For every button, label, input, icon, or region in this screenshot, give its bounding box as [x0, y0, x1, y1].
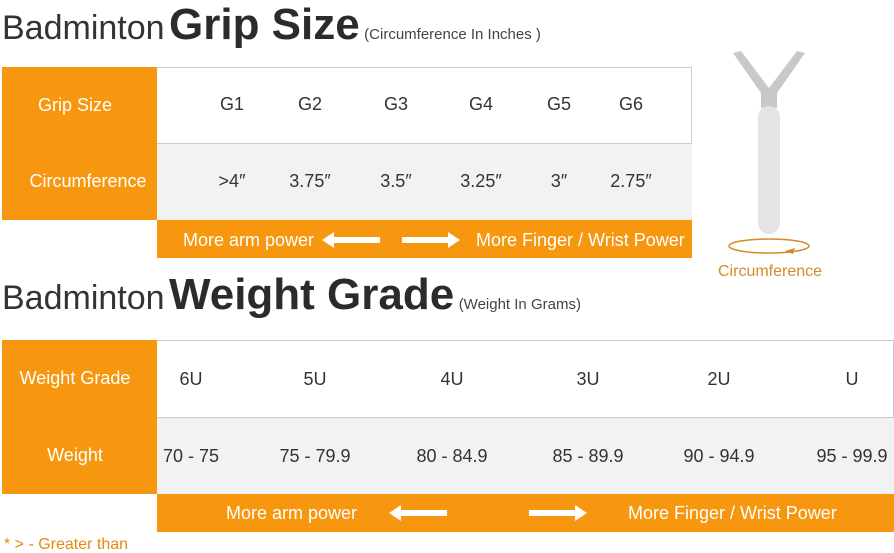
grip-header-column — [2, 67, 157, 220]
grip-size-cell: G3 — [383, 94, 409, 114]
arrow-left-icon — [389, 505, 447, 521]
footnote: * > - Greater than — [4, 536, 129, 553]
weight-power-bar: More arm power More Finger / Wrist Power — [157, 494, 894, 532]
row-header-circumference: Circumference — [29, 171, 147, 191]
title-light: Badminton — [2, 279, 165, 317]
weight-header-column — [2, 340, 157, 494]
grip-power-bar: More arm power More Finger / Wrist Power — [157, 220, 692, 258]
left-label: More arm power — [226, 503, 358, 523]
weight-cell: 90 - 94.9 — [683, 446, 755, 466]
row-header-grip-size: Grip Size — [37, 94, 113, 115]
weight-cell: 70 - 75 — [162, 446, 220, 466]
weight-grade-cell: U — [845, 369, 859, 389]
arrow-right-icon — [529, 505, 587, 521]
right-label: More Finger / Wrist Power — [628, 503, 837, 523]
weight-title: Badminton Weight Grade (Weight In Grams) — [2, 270, 581, 320]
weight-grade-cell: 4U — [440, 369, 464, 389]
title-subtitle: (Weight In Grams) — [458, 296, 581, 313]
circumference-cell: 2.75″ — [610, 171, 652, 191]
circumference-cell: 3.75″ — [289, 171, 331, 191]
circumference-arrow-icon — [728, 238, 810, 254]
weight-grade-cell: 2U — [707, 369, 731, 389]
circumference-cell: 3″ — [550, 171, 568, 191]
grip-size-cell: G6 — [618, 94, 644, 114]
circumference-cell: >4″ — [218, 171, 246, 191]
circumference-cell: 3.5″ — [380, 171, 412, 191]
title-bold: Weight Grade — [169, 270, 455, 319]
weight-row-bg — [157, 417, 894, 495]
weight-cell: 75 - 79.9 — [279, 446, 351, 466]
title-bold: Grip Size — [169, 0, 360, 49]
arrow-left-icon — [322, 232, 380, 248]
title-subtitle: (Circumference In Inches ) — [364, 26, 541, 43]
weight-cell: 85 - 89.9 — [552, 446, 624, 466]
grip-title: Badminton Grip Size (Circumference In In… — [2, 0, 541, 50]
circumference-cell: 3.25″ — [460, 171, 502, 191]
grip-size-cell: G2 — [297, 94, 323, 114]
row-header-weight: Weight — [47, 445, 103, 465]
racket-handle-icon — [728, 51, 810, 254]
grip-size-cell: G4 — [468, 94, 494, 114]
circumference-label: Circumference — [718, 263, 823, 280]
left-label: More arm power — [183, 230, 315, 250]
title-light: Badminton — [2, 9, 165, 47]
grip-size-cell: G1 — [219, 94, 245, 114]
weight-grade-cell: 6U — [179, 369, 203, 389]
weight-grade-cell: 5U — [303, 369, 327, 389]
grip-row-bg — [157, 143, 692, 220]
arrow-right-icon — [402, 232, 460, 248]
right-label: More Finger / Wrist Power — [476, 230, 685, 250]
weight-grade-cell: 3U — [576, 369, 600, 389]
grip-size-cell: G5 — [546, 94, 572, 114]
weight-cell: 80 - 84.9 — [416, 446, 488, 466]
weight-cell: 95 - 99.9 — [816, 446, 888, 466]
row-header-weight-grade: Weight Grade — [19, 368, 131, 388]
